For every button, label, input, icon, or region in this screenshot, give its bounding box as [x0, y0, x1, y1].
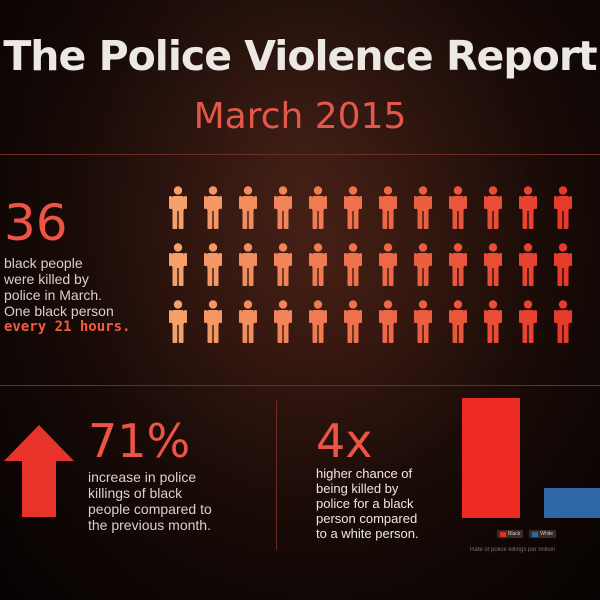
- bar-white: [544, 488, 600, 518]
- victim-count: 36: [4, 194, 68, 252]
- person-icon: [265, 186, 300, 230]
- person-icon: [405, 300, 440, 344]
- person-icon: [510, 186, 545, 230]
- victim-line-2: were killed by: [4, 271, 89, 287]
- person-icon: [195, 243, 230, 287]
- legend-label-white: White: [540, 531, 554, 537]
- person-icon: [265, 300, 300, 344]
- chart-legend: Black White: [497, 530, 557, 538]
- increase-line-4: the previous month.: [88, 517, 211, 533]
- chance-line-3: police for a black: [316, 496, 414, 511]
- report-title: The Police Violence Report: [3, 32, 597, 80]
- person-icon: [335, 243, 370, 287]
- person-icon: [160, 243, 195, 287]
- legend-item-black: Black: [497, 530, 524, 538]
- person-icon: [440, 186, 475, 230]
- legend-label-black: Black: [508, 531, 521, 537]
- chance-line-5: to a white person.: [316, 526, 419, 541]
- chance-line-4: person compared: [316, 511, 418, 526]
- legend-item-white: White: [529, 530, 557, 538]
- person-icon: [195, 186, 230, 230]
- person-icon: [300, 243, 335, 287]
- victim-line-4: One black person: [4, 303, 114, 319]
- divider-middle: [0, 385, 600, 386]
- person-icon: [405, 186, 440, 230]
- person-icon: [230, 300, 265, 344]
- person-icon: [370, 243, 405, 287]
- person-icon: [230, 186, 265, 230]
- person-icon: [300, 186, 335, 230]
- victim-highlight: every 21 hours.: [4, 319, 131, 335]
- person-icon: [195, 300, 230, 344]
- person-icon: [545, 186, 580, 230]
- person-icon: [440, 243, 475, 287]
- person-icon: [475, 186, 510, 230]
- person-icon: [370, 300, 405, 344]
- section-divider: [276, 400, 277, 550]
- bar-black: [462, 398, 520, 518]
- person-icon: [300, 300, 335, 344]
- chance-line-1: higher chance of: [316, 466, 413, 481]
- chance-line-2: being killed by: [316, 481, 399, 496]
- person-icon: [160, 300, 195, 344]
- increase-line-1: increase in police: [88, 469, 197, 485]
- person-icon: [335, 300, 370, 344]
- person-icon: [440, 300, 475, 344]
- person-icon: [335, 186, 370, 230]
- person-icon: [265, 243, 300, 287]
- person-icon: [545, 243, 580, 287]
- increase-line-3: people compared to: [88, 501, 212, 517]
- up-arrow-icon: [4, 425, 74, 517]
- person-icon: [475, 243, 510, 287]
- person-icon: [510, 300, 545, 344]
- chart-title: Rate of police killings per million: [470, 547, 556, 553]
- person-icon: [370, 186, 405, 230]
- chance-multiplier: 4x: [316, 414, 373, 468]
- divider-top: [0, 154, 600, 155]
- person-icon: [405, 243, 440, 287]
- victim-line-1: black people: [4, 255, 83, 271]
- legend-swatch-white: [532, 531, 539, 537]
- increase-description: increase in police killings of black peo…: [88, 469, 273, 533]
- person-icon: [475, 300, 510, 344]
- person-icon: [545, 300, 580, 344]
- increase-line-2: killings of black: [88, 485, 183, 501]
- person-icon: [160, 186, 195, 230]
- increase-percent: 71%: [88, 414, 191, 468]
- person-icon: [230, 243, 265, 287]
- victim-line-3: police in March.: [4, 287, 103, 303]
- person-icon: [510, 243, 545, 287]
- report-subtitle: March 2015: [193, 96, 407, 137]
- victim-description: black people were killed by police in Ma…: [4, 255, 164, 335]
- victim-icon-grid: [160, 186, 580, 344]
- legend-swatch-black: [500, 531, 506, 537]
- chance-description: higher chance of being killed by police …: [316, 466, 464, 541]
